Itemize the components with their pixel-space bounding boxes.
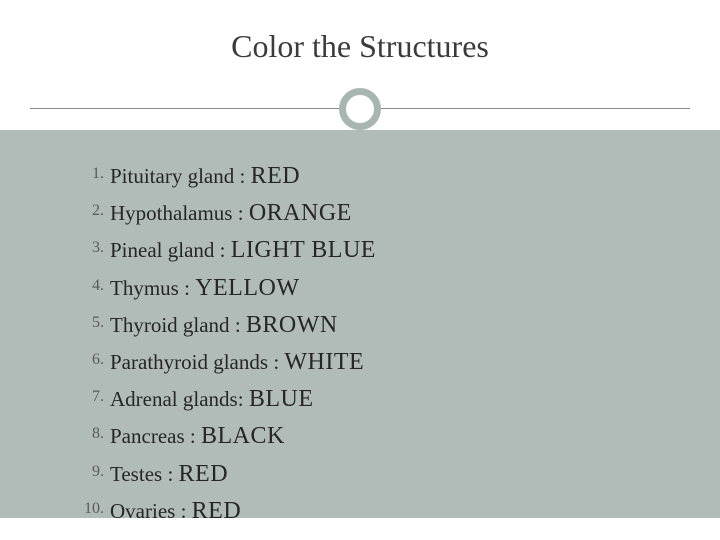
list-item: Pancreas : BLACK <box>110 418 680 455</box>
separator: : <box>238 387 249 411</box>
slide: Color the Structures Pituitary gland : R… <box>0 0 720 540</box>
color-name: ORANGE <box>249 200 352 226</box>
list-item: Pituitary gland : RED <box>110 158 680 195</box>
separator: : <box>268 350 284 374</box>
structure-name: Pineal gland <box>110 238 214 262</box>
content-region: Pituitary gland : REDHypothalamus : ORAN… <box>0 130 720 518</box>
color-name: LIGHT BLUE <box>231 237 376 263</box>
color-name: RED <box>179 461 229 487</box>
structure-name: Adrenal glands <box>110 387 238 411</box>
separator: : <box>179 276 195 300</box>
list-item: Adrenal glands: BLUE <box>110 381 680 418</box>
structure-name: Parathyroid glands <box>110 350 268 374</box>
list-item: Parathyroid glands : WHITE <box>110 344 680 381</box>
color-name: YELLOW <box>195 275 299 301</box>
list-item: Hypothalamus : ORANGE <box>110 195 680 232</box>
structure-name: Pancreas <box>110 424 185 448</box>
structure-name: Hypothalamus <box>110 201 232 225</box>
separator: : <box>185 424 201 448</box>
color-name: BLUE <box>249 386 314 412</box>
color-name: BLACK <box>201 423 285 449</box>
slide-title: Color the Structures <box>0 28 720 65</box>
list-item: Pineal gland : LIGHT BLUE <box>110 232 680 269</box>
circle-ornament-icon <box>339 88 381 130</box>
separator: : <box>214 238 230 262</box>
color-name: RED <box>251 163 301 189</box>
color-name: WHITE <box>284 349 364 375</box>
separator: : <box>162 462 178 486</box>
list-item: Thyroid gland : BROWN <box>110 307 680 344</box>
list-item: Thymus : YELLOW <box>110 270 680 307</box>
structure-list: Pituitary gland : REDHypothalamus : ORAN… <box>110 158 680 530</box>
separator: : <box>234 164 250 188</box>
bottom-margin <box>0 518 720 540</box>
structure-name: Pituitary gland <box>110 164 234 188</box>
separator: : <box>232 201 248 225</box>
list-item: Testes : RED <box>110 456 680 493</box>
structure-name: Thymus <box>110 276 179 300</box>
separator: : <box>230 313 246 337</box>
structure-name: Thyroid gland <box>110 313 230 337</box>
color-name: BROWN <box>246 312 338 338</box>
structure-name: Testes <box>110 462 162 486</box>
